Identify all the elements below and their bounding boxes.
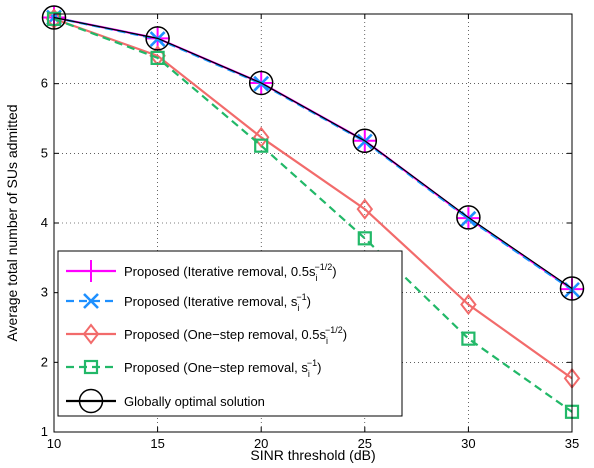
series-line-1: [53, 16, 573, 291]
legend-label-0-end: ): [332, 264, 336, 279]
y-tick-label: 4: [41, 215, 48, 230]
series-3-marker: [254, 138, 269, 153]
series-line-4: [53, 16, 573, 289]
legend-marker-3: [83, 359, 99, 375]
legend-label-0: Proposed (Iterative removal, 0.5si−1/2): [124, 262, 337, 283]
series-1-marker: [149, 31, 166, 47]
series-4-marker: [352, 128, 378, 154]
series-1-marker-b: [253, 75, 270, 92]
legend-label-1-sub: i: [297, 303, 299, 313]
x-axis-label: SINR threshold (dB): [250, 447, 375, 463]
series-1-marker-b: [149, 31, 166, 47]
series-3-marker: [150, 50, 165, 65]
x-tick-label: 10: [47, 436, 61, 451]
legend-label-3-sub: i: [308, 369, 310, 379]
y-axis-label: Average total number of SUs admitted: [4, 104, 20, 341]
legend-label-4-main: Globally optimal solution: [124, 394, 265, 409]
legend-label-0-sub: i: [315, 273, 317, 283]
series-1-marker-b: [460, 210, 477, 227]
legend-label-3-main: Proposed (One−step removal, s: [124, 360, 308, 375]
series-2-marker: [252, 126, 270, 148]
series-line-2: [53, 17, 573, 380]
legend-marker-1-b: [83, 293, 99, 309]
series-group: [41, 5, 585, 419]
series-4-marker: [248, 70, 274, 96]
legend-label-2: Proposed (One−step removal, 0.5si−1/2): [124, 325, 347, 346]
x-tick-label: 15: [150, 436, 164, 451]
y-tick-label: 6: [41, 76, 48, 91]
series-4-marker: [145, 26, 170, 51]
x-tick-label: 30: [461, 436, 475, 451]
legend-label-2-end: ): [343, 327, 347, 342]
legend-label-3-end: ): [317, 360, 321, 375]
x-tick-label: 20: [254, 436, 268, 451]
axis-ticks: 10 15 20 25 30 35 1 2 3 4 5 6: [41, 14, 579, 451]
series-line-3: [53, 17, 573, 413]
legend-label-4: Globally optimal solution: [124, 394, 265, 409]
y-tick-label: 3: [41, 285, 48, 300]
series-2-marker: [356, 198, 374, 220]
series-4-marker: [456, 205, 481, 230]
x-tick-label: 25: [358, 436, 372, 451]
legend-label-0-main: Proposed (Iterative removal, 0.5s: [124, 264, 316, 279]
series-1-marker: [253, 75, 270, 92]
legend-label-0-sup: −1/2: [314, 262, 332, 272]
legend-label-1-end: ): [307, 294, 311, 309]
legend-label-2-main: Proposed (One−step removal, 0.5s: [124, 327, 326, 342]
series-3-marker: [357, 231, 372, 246]
y-tick-label: 2: [41, 354, 48, 369]
x-tick-label: 35: [565, 436, 579, 451]
series-2-marker: [460, 293, 477, 316]
legend-label-1: Proposed (Iterative removal, si−1): [124, 292, 311, 313]
legend-label-3-sup: −1: [307, 358, 317, 368]
legend-label-2-sup: −1/2: [325, 325, 343, 335]
y-tick-label: 1: [41, 424, 48, 439]
legend-marker-4: [78, 388, 104, 414]
legend-marker-0: [80, 260, 102, 282]
legend-label-2-sub: i: [326, 336, 328, 346]
legend-label-3: Proposed (One−step removal, si−1): [124, 358, 322, 379]
legend-label-1-main: Proposed (Iterative removal, s: [124, 294, 298, 309]
legend-marker-1: [83, 293, 99, 309]
legend-label-1-sup: −1: [296, 292, 306, 302]
y-tick-label: 5: [41, 145, 48, 160]
legend-marker-2: [82, 323, 100, 345]
series-3-marker: [461, 331, 476, 346]
legend: Proposed (Iterative removal, 0.5si−1/2)P…: [57, 250, 403, 417]
